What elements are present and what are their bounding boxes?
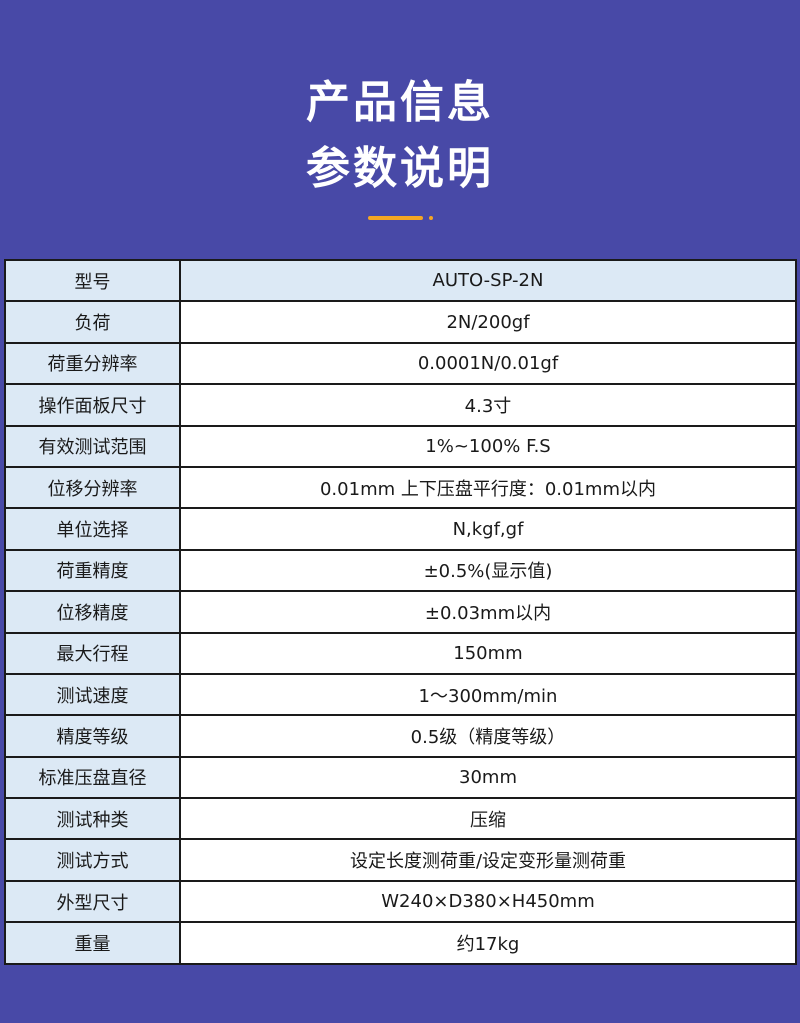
table-row: 负荷 2N/200gf [4, 300, 797, 344]
spec-value: 约17kg [179, 921, 797, 965]
spec-label: 荷重精度 [4, 548, 181, 593]
table-row: 最大行程 150mm [4, 631, 797, 675]
spec-value: 1%~100% F.S [179, 424, 797, 468]
title-product-info: 产品信息 [306, 77, 494, 128]
table-row: 有效测试范围 1%~100% F.S [4, 424, 797, 468]
table-row: 位移精度 ±0.03mm以内 [4, 590, 797, 634]
table-row: 操作面板尺寸 4.3寸 [4, 383, 797, 427]
spec-value: 4.3寸 [179, 383, 797, 427]
spec-label: 负荷 [4, 300, 181, 344]
spec-label: 重量 [4, 921, 181, 965]
spec-label: 型号 [4, 258, 181, 303]
table-row: 标准压盘直径 30mm [4, 755, 797, 800]
spec-value: 0.0001N/0.01gf [179, 341, 797, 386]
spec-label: 测试种类 [4, 797, 181, 841]
table-row: 荷重精度 ±0.5%(显示值) [4, 548, 797, 593]
spec-label: 标准压盘直径 [4, 755, 181, 800]
table-row: 型号 AUTO-SP-2N [4, 258, 797, 303]
spec-label: 操作面板尺寸 [4, 383, 181, 427]
spec-label: 有效测试范围 [4, 424, 181, 468]
spec-label: 荷重分辨率 [4, 341, 181, 386]
table-row: 测试速度 1～300mm/min [4, 672, 797, 717]
table-row: 测试种类 压缩 [4, 797, 797, 841]
spec-value: 0.5级（精度等级） [179, 714, 797, 758]
spec-label: 外型尺寸 [4, 879, 181, 924]
table-row: 荷重分辨率 0.0001N/0.01gf [4, 341, 797, 386]
spec-label: 测试速度 [4, 672, 181, 717]
spec-value: 150mm [179, 631, 797, 675]
spec-label: 精度等级 [4, 714, 181, 758]
spec-value: W240×D380×H450mm [179, 879, 797, 924]
table-row: 单位选择 N,kgf,gf [4, 507, 797, 551]
table-row: 精度等级 0.5级（精度等级） [4, 714, 797, 758]
table-row: 测试方式 设定长度测荷重/设定变形量测荷重 [4, 838, 797, 882]
table-row: 外型尺寸 W240×D380×H450mm [4, 879, 797, 924]
spec-value: ±0.03mm以内 [179, 590, 797, 634]
spec-value: 设定长度测荷重/设定变形量测荷重 [179, 838, 797, 882]
spec-label: 单位选择 [4, 507, 181, 551]
title-parameters: 参数说明 [306, 143, 494, 194]
spec-value: 30mm [179, 755, 797, 800]
spec-label: 位移分辨率 [4, 465, 181, 510]
spec-value: 2N/200gf [179, 300, 797, 344]
spec-table: 型号 AUTO-SP-2N 负荷 2N/200gf 荷重分辨率 0.0001N/0.01g… [4, 258, 797, 965]
spec-value: 1～300mm/min [179, 672, 797, 717]
spec-value: AUTO-SP-2N [179, 258, 797, 303]
table-row: 位移分辨率 0.01mm 上下压盘平行度：0.01mm以内 [4, 465, 797, 510]
spec-value: ±0.5%(显示值) [179, 548, 797, 593]
accent-dot [429, 216, 433, 220]
spec-label: 位移精度 [4, 590, 181, 634]
table-row: 重量 约17kg [4, 921, 797, 965]
spec-label: 测试方式 [4, 838, 181, 882]
spec-value: N,kgf,gf [179, 507, 797, 551]
spec-value: 压缩 [179, 797, 797, 841]
accent-divider [368, 216, 423, 220]
spec-value: 0.01mm 上下压盘平行度：0.01mm以内 [179, 465, 797, 510]
spec-label: 最大行程 [4, 631, 181, 675]
